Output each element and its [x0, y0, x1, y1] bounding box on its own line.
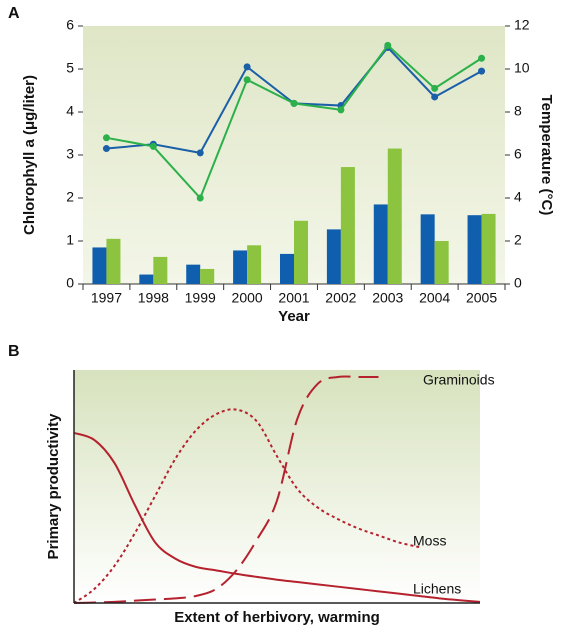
bar [373, 204, 388, 284]
bar [420, 214, 435, 284]
x-tick-label: 2001 [278, 290, 309, 306]
bar [467, 215, 482, 284]
point [102, 134, 110, 142]
bar [92, 247, 107, 284]
y2-tick-label: 6 [514, 146, 522, 162]
x-tick-label: 2004 [419, 290, 450, 306]
x-tick-label: 2000 [232, 290, 263, 306]
point [478, 54, 486, 62]
bar [200, 268, 215, 284]
bar [294, 220, 308, 284]
bar [481, 213, 496, 284]
y-tick-label: 0 [66, 275, 74, 291]
x-tick-label: 1998 [138, 290, 169, 306]
point [337, 106, 345, 114]
x-tick-label: 2002 [325, 290, 356, 306]
x-tick-label: 1997 [91, 290, 122, 306]
y2-tick-label: 0 [514, 275, 522, 291]
bar [233, 250, 248, 284]
y-axis-title: Primary productivity [45, 413, 62, 560]
panel-label: B [8, 343, 20, 360]
curve [73, 431, 481, 603]
curve [73, 375, 379, 604]
y-tick-label: 6 [66, 17, 74, 33]
point [431, 93, 439, 101]
point [196, 149, 204, 157]
x-tick-label: 1999 [185, 290, 216, 306]
y2-tick-label: 12 [514, 17, 530, 33]
point [243, 63, 251, 71]
bar [340, 167, 355, 284]
y2-tick-label: 8 [514, 103, 522, 119]
point [478, 67, 486, 75]
curve [73, 408, 420, 604]
bar [106, 238, 121, 284]
bar [434, 241, 449, 284]
x-axis-title: Extent of herbivory, warming [174, 609, 380, 626]
point [102, 145, 110, 153]
y-axis-title: Chlorophyll a (μg/liter) [21, 75, 38, 235]
bar [153, 256, 168, 284]
point [243, 76, 251, 84]
y-tick-label: 1 [66, 232, 74, 248]
bar [247, 245, 262, 284]
x-tick-label: 2003 [372, 290, 403, 306]
x-tick-label: 2005 [466, 290, 497, 306]
y-tick-label: 2 [66, 189, 74, 205]
y2-tick-label: 2 [514, 232, 522, 248]
point [290, 99, 298, 107]
y-tick-label: 4 [66, 103, 74, 119]
plot-background [74, 370, 480, 603]
y2-tick-label: 10 [514, 60, 530, 76]
y-tick-label: 3 [66, 146, 74, 162]
bar [387, 148, 402, 284]
point [196, 194, 204, 202]
series-label: Graminoids [423, 372, 495, 388]
series-label: Moss [413, 533, 446, 549]
y-tick-label: 5 [66, 60, 74, 76]
bar [280, 253, 294, 284]
series-label: Lichens [413, 581, 461, 597]
y2-tick-label: 4 [514, 189, 522, 205]
point [149, 142, 157, 150]
y2-axis-title: Temperature (°C) [538, 95, 555, 216]
point [431, 84, 439, 92]
bar [186, 264, 201, 284]
bar [326, 229, 341, 284]
point [384, 41, 392, 49]
panel-label: A [8, 5, 20, 22]
x-axis-title: Year [278, 308, 310, 325]
bar [139, 274, 154, 284]
